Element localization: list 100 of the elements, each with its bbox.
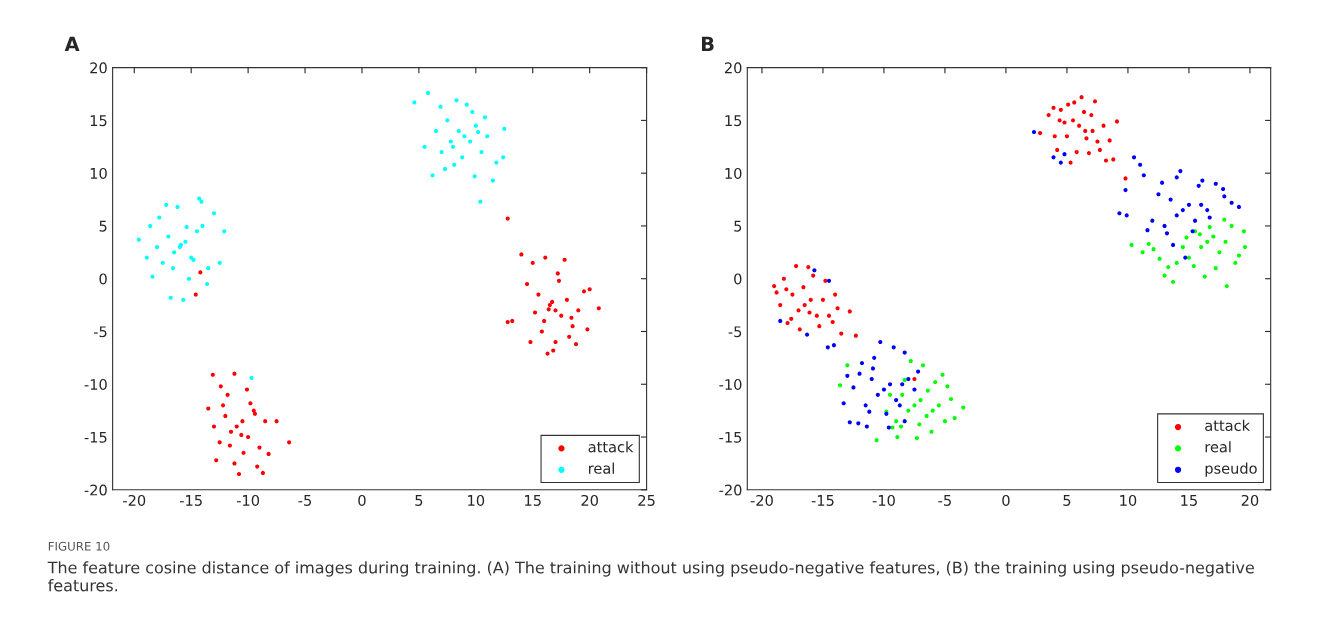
point: [817, 324, 822, 329]
point: [837, 383, 843, 388]
point: [1199, 244, 1204, 250]
point: [808, 297, 813, 302]
y-tick-label: 20: [90, 62, 107, 74]
point: [772, 284, 777, 289]
point: [1129, 242, 1134, 248]
point: [1224, 284, 1229, 289]
point: [912, 376, 917, 382]
point: [1038, 130, 1043, 136]
y-tick-label: 5: [99, 220, 107, 232]
point: [1186, 255, 1192, 260]
point: [1233, 260, 1238, 265]
x-tick-label: 0: [1002, 494, 1010, 506]
point: [1055, 147, 1060, 153]
point: [820, 297, 826, 302]
y-tick-label: 10: [90, 167, 107, 179]
point: [1095, 139, 1100, 144]
y-tick-label: -5: [93, 326, 107, 338]
x-tick-label: 5: [415, 495, 423, 506]
y-tick-label: -10: [84, 378, 107, 390]
x-tick-label: 20: [1241, 494, 1259, 506]
x-tick-label: -15: [811, 495, 834, 506]
x-tick-label: -10: [236, 494, 260, 506]
point: [1202, 274, 1207, 279]
point: [908, 358, 913, 364]
legend-label: pseudo: [1205, 462, 1257, 477]
point: [1058, 107, 1063, 112]
point: [797, 327, 802, 332]
point: [1083, 128, 1088, 134]
y-tick-label: -5: [728, 326, 742, 338]
x-tick-label: 10: [468, 494, 485, 506]
point: [1197, 232, 1202, 237]
point: [1066, 102, 1071, 107]
point: [1174, 260, 1179, 265]
legend-label: attack: [1205, 419, 1251, 432]
point: [898, 424, 904, 429]
point: [1207, 224, 1212, 230]
point: [952, 415, 957, 421]
point: [1123, 176, 1128, 181]
point: [802, 303, 807, 308]
y-tick-label: 0: [99, 273, 107, 285]
point: [942, 419, 948, 424]
y-tick-label: 15: [90, 115, 107, 127]
point: [847, 309, 852, 314]
x-tick-label: -20: [123, 494, 146, 506]
point: [918, 398, 923, 403]
point: [1157, 256, 1162, 261]
point: [1180, 244, 1185, 250]
point: [929, 429, 934, 434]
x-tick-label: -5: [298, 495, 312, 506]
point: [1222, 217, 1227, 222]
point: [933, 380, 938, 385]
point: [1229, 223, 1234, 229]
point: [1114, 119, 1120, 124]
point: [794, 263, 799, 269]
x-tick-label: 0: [358, 494, 366, 506]
point: [830, 319, 835, 325]
x-tick-label: 15: [525, 495, 541, 506]
chart-title: B: [701, 36, 714, 51]
point: [887, 392, 893, 397]
point: [853, 333, 858, 338]
point: [1151, 247, 1156, 252]
point: [778, 303, 783, 308]
x-tick-label: -10: [872, 494, 895, 506]
point: [945, 384, 950, 389]
y-tick-label: -20: [84, 484, 107, 496]
point: [961, 405, 966, 410]
x-tick-label: 25: [638, 494, 655, 506]
point: [1046, 113, 1051, 118]
point: [1213, 266, 1218, 271]
point: [1090, 128, 1095, 134]
point: [1052, 134, 1057, 139]
point: [1079, 95, 1084, 100]
point: [1184, 235, 1189, 240]
point: [790, 292, 795, 297]
point: [789, 316, 794, 321]
point: [902, 377, 907, 383]
point: [1241, 229, 1246, 234]
point: [1092, 99, 1098, 104]
point: [1077, 123, 1082, 128]
point: [806, 265, 811, 270]
point: [925, 388, 930, 393]
point: [1097, 147, 1102, 153]
point: [1051, 105, 1056, 110]
x-tick-label: 5: [1063, 495, 1071, 506]
point: [1089, 113, 1094, 118]
point: [826, 313, 832, 318]
point: [924, 413, 929, 418]
point: [936, 403, 941, 408]
point: [1074, 149, 1079, 155]
y-tick-label: -15: [84, 431, 107, 443]
legend-label: real: [589, 462, 614, 474]
y-tick-label: 15: [725, 115, 742, 127]
point: [1103, 158, 1109, 163]
point: [906, 408, 911, 413]
point: [895, 434, 900, 440]
point: [1223, 239, 1228, 244]
point: [801, 285, 806, 290]
point: [807, 310, 812, 315]
